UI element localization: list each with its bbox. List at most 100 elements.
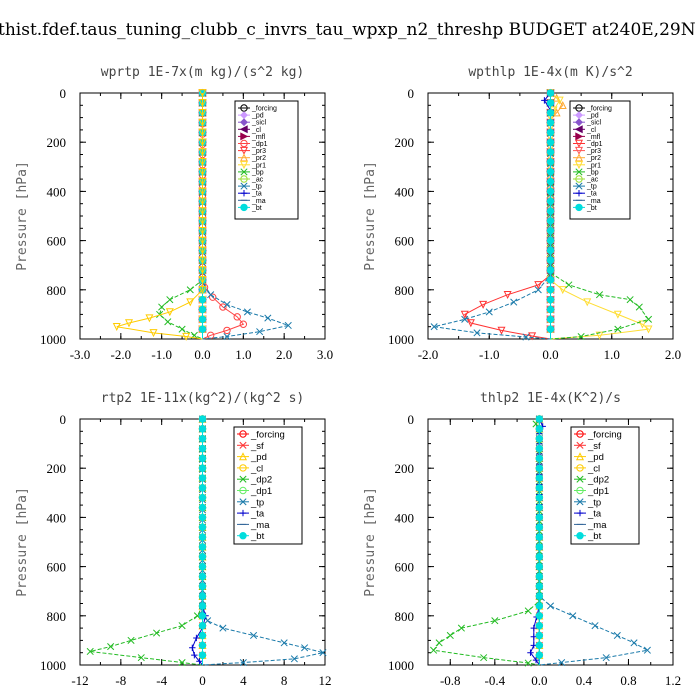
- series-line-bp: [159, 93, 203, 340]
- legend-marker: [574, 153, 584, 162]
- series-marker: [198, 474, 207, 482]
- series-marker: [198, 602, 207, 610]
- series-marker: [198, 641, 207, 650]
- x-tick-label: -0.8: [440, 673, 461, 688]
- y-tick-label: 600: [395, 560, 415, 575]
- series-marker: [535, 513, 544, 522]
- legend-marker: [240, 139, 248, 148]
- series-marker: [535, 582, 544, 590]
- series-marker: [158, 303, 166, 311]
- legend-entry: _sf: [250, 441, 264, 452]
- series-marker: [535, 641, 544, 650]
- series-marker: [198, 236, 207, 245]
- legend-entry: _tp: [250, 497, 264, 508]
- series-marker: [534, 281, 543, 290]
- legend-entry: _pr3: [586, 148, 601, 155]
- x-tick-label: -8: [115, 673, 126, 688]
- legend-marker: [239, 125, 248, 134]
- legend-marker: [239, 161, 249, 170]
- series-marker: [583, 298, 592, 307]
- series-marker: [546, 207, 555, 215]
- legend-marker: [575, 132, 584, 141]
- series-marker: [546, 315, 555, 324]
- x-tick-label: 2.0: [665, 347, 681, 362]
- y-tick-label: 800: [395, 283, 415, 298]
- panel-title: rtp2 1E-11x(kg^2)/(kg^2 s): [101, 391, 305, 406]
- series-marker: [198, 612, 207, 620]
- series-marker: [249, 631, 258, 640]
- series-marker: [198, 217, 207, 226]
- series-marker: [198, 305, 207, 314]
- series-marker: [602, 654, 610, 662]
- y-tick-label: 200: [47, 461, 67, 476]
- series-marker: [198, 553, 207, 561]
- series-marker: [638, 320, 647, 329]
- legend-entry: _ac: [586, 177, 599, 184]
- series-marker: [535, 523, 544, 531]
- y-tick-label: 800: [395, 609, 415, 624]
- series-marker: [112, 323, 121, 332]
- legend-entry: _bt: [251, 205, 262, 212]
- x-tick-label: 4: [240, 673, 247, 688]
- legend-entry: _pd: [250, 452, 267, 463]
- legend-entry: _bt: [586, 205, 597, 212]
- x-tick-label: -4: [156, 673, 167, 688]
- series-marker: [319, 649, 327, 657]
- series-marker: [198, 286, 207, 295]
- legend-entry: _forcing: [251, 106, 277, 113]
- series-marker: [546, 158, 555, 166]
- legend-marker: [239, 441, 247, 449]
- series-marker: [164, 318, 172, 326]
- y-tick-label: 400: [395, 184, 415, 199]
- y-tick-label: 1000: [40, 332, 66, 347]
- series-line-tp: [202, 93, 291, 340]
- y-tick-label: 600: [47, 560, 67, 575]
- series-marker: [198, 266, 207, 275]
- series-marker: [534, 286, 542, 294]
- legend-entry: _pd: [587, 452, 604, 463]
- legend-entry: _ma: [586, 198, 601, 205]
- legend-entry: _dp1: [251, 141, 268, 148]
- series-marker: [466, 319, 475, 328]
- legend-entry: _tp: [587, 497, 601, 508]
- series-marker: [546, 217, 555, 225]
- series-marker: [430, 646, 438, 654]
- series-marker: [546, 602, 555, 610]
- legend: _forcing_pd_sicl_cl_mfl_dp1_pr3_pr2_pr1_…: [569, 100, 631, 220]
- series-marker: [497, 326, 506, 335]
- series-marker: [552, 93, 561, 102]
- series-marker: [541, 97, 548, 104]
- series-marker: [198, 227, 207, 236]
- series-marker: [546, 148, 555, 156]
- legend-entry: _ta: [250, 509, 265, 520]
- legend-marker: [576, 475, 584, 483]
- x-tick-label: 0.8: [620, 673, 636, 688]
- series-marker: [198, 415, 207, 423]
- legend-entry: _sf: [587, 441, 601, 452]
- series-marker: [558, 286, 567, 295]
- y-axis-label: Pressure [hPa]: [15, 487, 30, 597]
- panel-1: wprtp 1E-7x(m kg)/(s^2 kg) Pressure [hPa]…: [15, 65, 333, 362]
- legend: _forcing_pd_sicl_cl_mfl_dp1_pr3_pr2_pr1_…: [234, 100, 299, 220]
- legend-entry: _dp2: [250, 475, 272, 486]
- series-marker: [535, 484, 544, 492]
- series-marker: [461, 315, 469, 323]
- legend-entry: _dp2: [587, 475, 609, 486]
- series-marker: [480, 654, 488, 662]
- series-marker: [546, 89, 555, 97]
- x-tick-label: 1.0: [604, 347, 620, 362]
- legend-entry: _bp: [586, 169, 599, 176]
- series-marker: [198, 99, 207, 108]
- legend-entry: _bt: [587, 531, 602, 542]
- x-tick-label: 0.0: [542, 347, 558, 362]
- series-marker: [198, 582, 207, 590]
- series-marker: [166, 296, 174, 304]
- series-marker: [178, 325, 186, 333]
- series-marker: [198, 572, 207, 581]
- x-tick-label: 0: [199, 673, 206, 688]
- legend-marker: [575, 175, 583, 183]
- series-marker: [528, 332, 537, 341]
- legend-entry: _pr1: [251, 162, 266, 169]
- series-marker: [546, 99, 555, 107]
- x-tick-label: -1.0: [479, 347, 500, 362]
